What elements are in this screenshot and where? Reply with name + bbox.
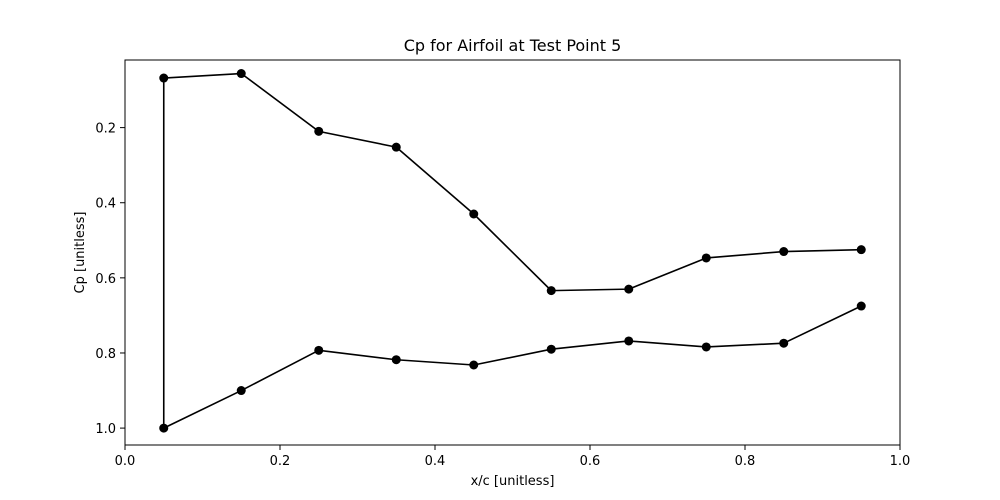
x-tick-label: 0.2 xyxy=(270,454,291,469)
y-tick-label: 1.0 xyxy=(95,422,116,437)
x-tick-label: 1.0 xyxy=(890,454,911,469)
data-point xyxy=(779,338,789,348)
data-point xyxy=(314,345,324,355)
data-point xyxy=(391,355,401,365)
data-point xyxy=(236,69,246,79)
data-point xyxy=(159,73,169,83)
x-axis-label: x/c [unitless] xyxy=(471,474,555,489)
y-tick-label: 0.8 xyxy=(95,347,116,362)
y-axis-label: Cp [unitless] xyxy=(73,212,88,294)
data-point xyxy=(701,342,711,352)
data-point xyxy=(779,247,789,257)
data-point xyxy=(314,126,324,136)
y-tick-label: 0.6 xyxy=(95,272,116,287)
data-point xyxy=(469,360,479,370)
chart-title: Cp for Airfoil at Test Point 5 xyxy=(404,36,622,55)
data-point xyxy=(391,142,401,152)
data-point xyxy=(546,344,556,354)
data-point xyxy=(159,423,169,433)
data-point xyxy=(701,253,711,263)
series-line xyxy=(162,72,862,429)
plot-frame xyxy=(124,59,901,446)
x-axis: 0.0 0.2 0.4 0.6 0.8 1.0 xyxy=(115,445,911,469)
x-tick-label: 0.8 xyxy=(735,454,756,469)
y-axis: 0.2 0.4 0.6 0.8 1.0 xyxy=(95,122,125,437)
data-point xyxy=(624,284,634,294)
y-tick-label: 0.2 xyxy=(95,122,116,137)
y-tick-label: 0.4 xyxy=(95,197,116,212)
data-point xyxy=(469,209,479,219)
x-tick-label: 0.6 xyxy=(580,454,601,469)
data-point xyxy=(856,245,866,255)
data-point xyxy=(856,301,866,311)
data-point xyxy=(624,336,634,346)
x-tick-label: 0.4 xyxy=(425,454,446,469)
x-tick-label: 0.0 xyxy=(115,454,136,469)
data-point xyxy=(236,386,246,396)
data-point xyxy=(546,286,556,296)
plot-area xyxy=(159,69,866,433)
